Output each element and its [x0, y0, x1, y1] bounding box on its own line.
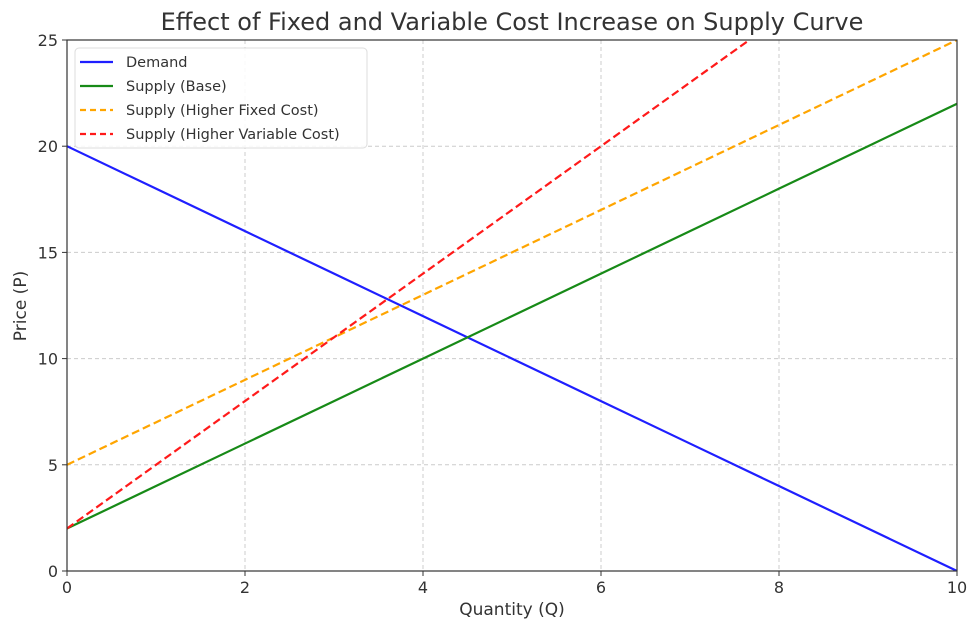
x-tick-label: 6: [596, 578, 606, 597]
x-axis-label: Quantity (Q): [459, 600, 565, 620]
y-tick-label: 25: [38, 31, 58, 50]
y-axis-label: Price (P): [11, 271, 31, 341]
legend-label: Supply (Base): [126, 79, 227, 95]
series-lines: [67, 40, 957, 571]
x-tick-label: 8: [774, 578, 784, 597]
y-tick-label: 5: [48, 456, 58, 475]
x-tick-label: 2: [240, 578, 250, 597]
legend-label: Supply (Higher Fixed Cost): [126, 103, 319, 119]
legend-box: [74, 47, 368, 149]
plot-frame: [66, 39, 958, 572]
series-line-1: [67, 102, 957, 530]
legend: Demand Supply (Base) Supply (Higher Fixed …: [74, 47, 368, 149]
x-tick-label: 4: [418, 578, 428, 597]
y-tick-label: 0: [48, 562, 58, 581]
legend-label: Supply (Higher Variable Cost): [126, 127, 340, 143]
x-tick-label: 10: [947, 578, 967, 597]
chart-title: Effect of Fixed and Variable Cost Increa…: [161, 8, 864, 36]
axes: 0 2 4 6 8 10 0 5 10 15 20 25: [38, 31, 968, 597]
series-line-0: [67, 145, 957, 571]
y-tick-label: 10: [38, 350, 58, 369]
series-line-3: [67, 40, 752, 530]
y-tick-label: 20: [38, 137, 58, 156]
x-tick-label: 0: [62, 578, 72, 597]
legend-label: Demand: [126, 55, 188, 71]
series-line-2: [67, 40, 957, 466]
y-tick-label: 15: [38, 243, 58, 262]
